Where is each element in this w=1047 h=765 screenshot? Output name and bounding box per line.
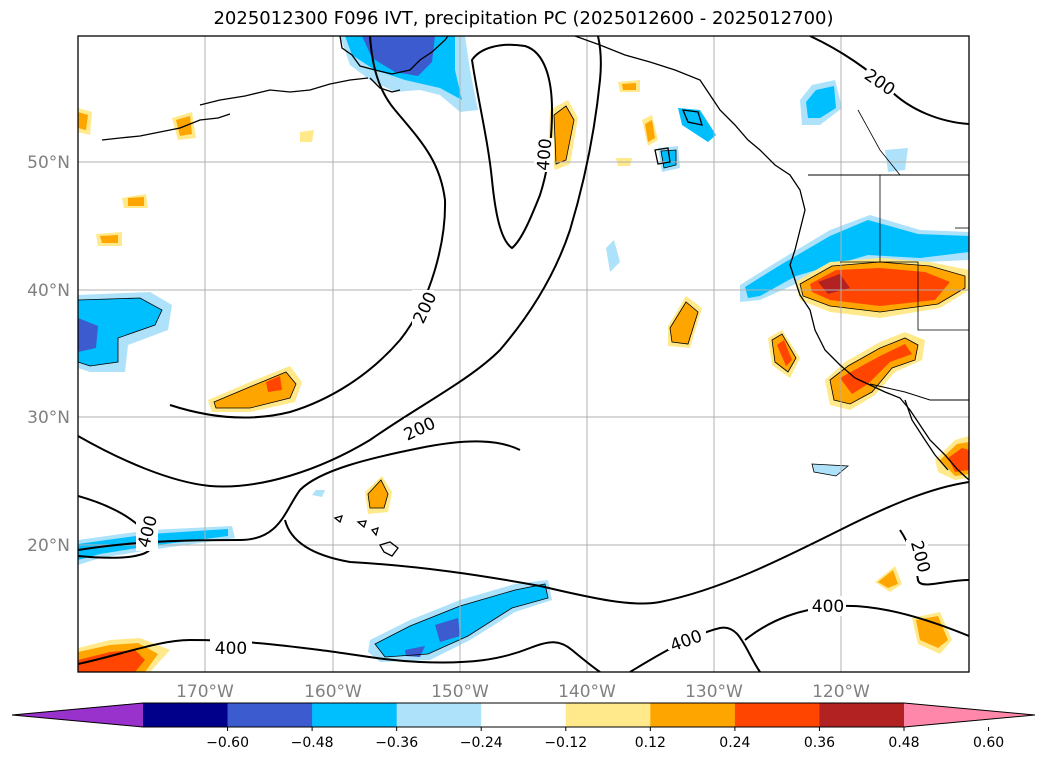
- lat-label: 20°N: [27, 536, 70, 556]
- colorbar-segment: [481, 703, 567, 727]
- colorbar-segment: [565, 703, 651, 727]
- colorbar-tick-label: 0.24: [719, 735, 750, 751]
- colorbar-tick-label: 0.36: [804, 735, 835, 751]
- colorbar-tick-label: −0.24: [460, 735, 503, 751]
- colorbar-segment: [396, 703, 482, 727]
- lat-label: 40°N: [27, 281, 70, 301]
- colorbar-tick-label: 0.12: [635, 735, 666, 751]
- lat-label: 50°N: [27, 153, 70, 173]
- lon-label: 140°W: [558, 682, 616, 702]
- colorbar-segment: [227, 703, 313, 727]
- contour-label-400-se: 400: [812, 597, 844, 617]
- colorbar-tick-label: −0.48: [291, 735, 334, 751]
- lon-label: 120°W: [812, 682, 870, 702]
- colorbar-segment: [143, 703, 229, 727]
- colorbar-segment: [312, 703, 398, 727]
- contour-label-400-north: 400: [534, 138, 557, 172]
- colorbar-segment: [819, 703, 905, 727]
- gridlines: [78, 36, 969, 672]
- lat-label: 30°N: [27, 408, 70, 428]
- contour-label-400-sw: 400: [215, 639, 247, 659]
- colorbar-segment: [650, 703, 736, 727]
- longitude-labels: 170°W 160°W 150°W 140°W 130°W 120°W: [176, 682, 870, 702]
- colorbar-outline: [11, 702, 1036, 728]
- map-title: 2025012300 F096 IVT, precipitation PC (2…: [213, 8, 834, 29]
- lon-label: 170°W: [176, 682, 234, 702]
- colorbar-segment: [734, 703, 820, 727]
- colorbar-extend-high: [904, 703, 1035, 727]
- coastlines: [101, 36, 969, 557]
- colorbar-tick-label: −0.60: [206, 735, 249, 751]
- lon-label: 150°W: [431, 682, 489, 702]
- ivt-contours: [78, 36, 969, 672]
- colorbar-tick-label: 0.48: [888, 735, 919, 751]
- lon-label: 130°W: [685, 682, 743, 702]
- colorbar: −0.60 −0.48 −0.36 −0.24 −0.12 0.12 0.24 0.36 0.4…: [11, 702, 1036, 751]
- precip-outlines: [78, 105, 966, 658]
- positive-precip-areas: [78, 80, 969, 672]
- map-frame: [77, 35, 970, 673]
- latitude-labels: 50°N 40°N 30°N 20°N: [27, 153, 70, 556]
- colorbar-extend-low: [12, 703, 143, 727]
- map-background: [78, 36, 969, 672]
- colorbar-tick-label: −0.12: [544, 735, 587, 751]
- lon-label: 160°W: [304, 682, 362, 702]
- colorbar-tick-label: 0.60: [973, 735, 1004, 751]
- colorbar-tick-label: −0.36: [375, 735, 418, 751]
